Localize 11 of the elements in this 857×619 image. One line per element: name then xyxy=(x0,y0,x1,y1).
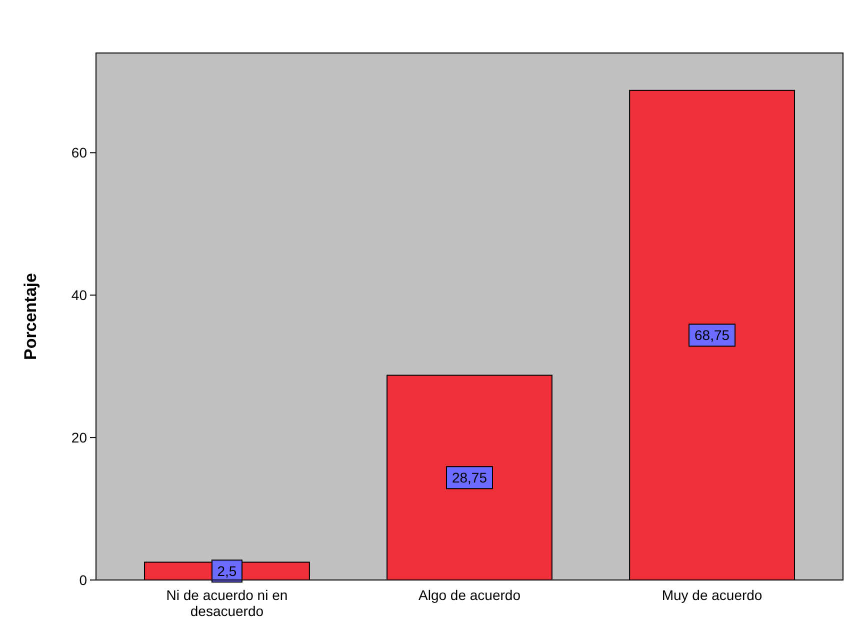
y-tick-label: 60 xyxy=(71,144,88,161)
data-label: 68,75 xyxy=(694,327,730,344)
x-tick-label: Muy de acuerdo xyxy=(662,587,762,603)
data-label: 28,75 xyxy=(452,470,488,486)
y-tick-label: 20 xyxy=(71,430,88,446)
y-axis-title: Porcentaje xyxy=(21,273,40,360)
x-tick-label: Ni de acuerdo ni en desacuerdo xyxy=(166,587,288,619)
x-tick-label: Algo de acuerdo xyxy=(418,587,521,603)
y-tick-label: 40 xyxy=(71,287,88,304)
data-label: 2,5 xyxy=(217,563,237,580)
y-tick-label: 0 xyxy=(79,572,88,588)
